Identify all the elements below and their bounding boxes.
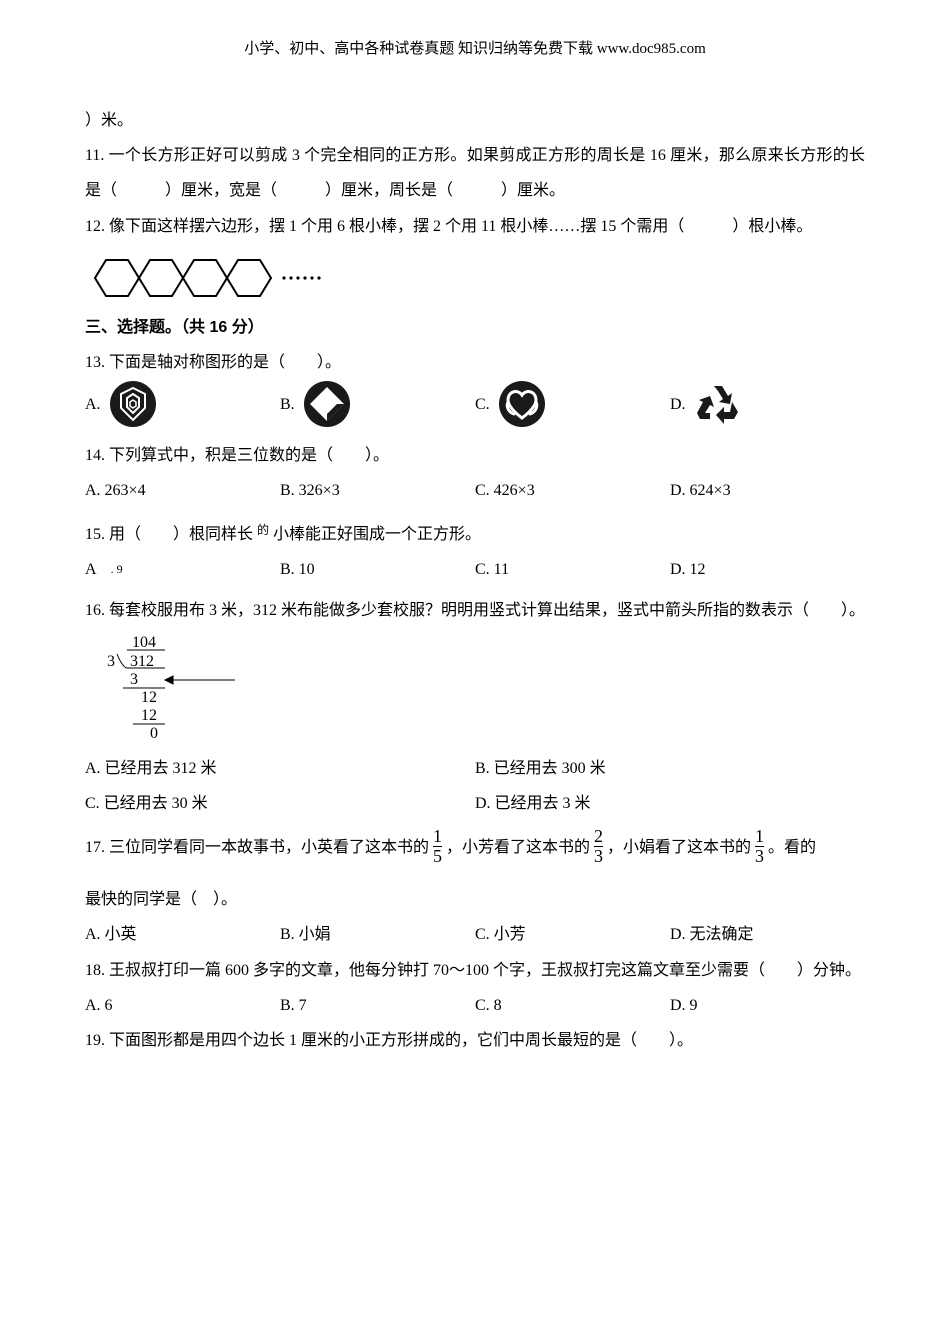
q16-opt-a: A. 已经用去 312 米 bbox=[85, 751, 475, 786]
quotient: 104 bbox=[132, 634, 156, 651]
q10-tail: ）米。 bbox=[85, 103, 865, 138]
opt-text: B. 7 bbox=[280, 988, 307, 1023]
recycle-icon bbox=[694, 380, 742, 428]
q17-opt-a: A. 小英 bbox=[85, 917, 280, 952]
q16-opt-c: C. 已经用去 30 米 bbox=[85, 786, 475, 821]
fraction-1-5: 15 bbox=[433, 827, 442, 866]
opt-text: D. 9 bbox=[670, 988, 698, 1023]
q13-opt-a: A. bbox=[85, 380, 280, 428]
opt-text: A bbox=[85, 552, 97, 587]
q13-stem: 13. 下面是轴对称图形的是（ ）。 bbox=[85, 345, 865, 380]
opt-text: D. 已经用去 3 米 bbox=[475, 795, 591, 812]
q18-opt-a: A. 6 bbox=[85, 988, 280, 1023]
q16-opt-b: B. 已经用去 300 米 bbox=[475, 751, 865, 786]
q15-opt-c: C. 11 bbox=[475, 552, 670, 587]
opt-text: C. 8 bbox=[475, 988, 502, 1023]
opt-text-sm: . 9 bbox=[111, 556, 123, 582]
q18-opt-c: C. 8 bbox=[475, 988, 670, 1023]
opt-text: D. 无法确定 bbox=[670, 917, 754, 952]
opt-text: C. 小芳 bbox=[475, 917, 526, 952]
q17-opt-b: B. 小娟 bbox=[280, 917, 475, 952]
num: 2 bbox=[594, 827, 603, 846]
num: 1 bbox=[755, 827, 764, 846]
q18-options: A. 6 B. 7 C. 8 D. 9 bbox=[85, 988, 865, 1023]
q17-opt-d: D. 无法确定 bbox=[670, 917, 865, 952]
r2: 0 bbox=[150, 725, 158, 742]
opt-text: D. 624×3 bbox=[670, 473, 731, 508]
opt-text: A. 263×4 bbox=[85, 473, 146, 508]
q19-stem: 19. 下面图形都是用四个边长 1 厘米的小正方形拼成的，它们中周长最短的是（ … bbox=[85, 1023, 865, 1058]
q15-options: A . 9 B. 10 C. 11 D. 12 bbox=[85, 552, 865, 587]
q17-stem: 17. 三位同学看同一本故事书，小英看了这本书的 15 ，小芳看了这本书的 23… bbox=[85, 829, 865, 868]
q17-tail: 最快的同学是（ ）。 bbox=[85, 882, 865, 917]
opt-label: B. bbox=[280, 387, 295, 422]
den: 3 bbox=[594, 846, 603, 866]
q18-stem: 18. 王叔叔打印一篇 600 多字的文章，他每分钟打 70～100 个字，王叔… bbox=[85, 953, 865, 988]
arrow-icon bbox=[165, 676, 235, 684]
diamond-notch-icon bbox=[303, 380, 351, 428]
q14-opt-c: C. 426×3 bbox=[475, 473, 670, 508]
q15-opt-b: B. 10 bbox=[280, 552, 475, 587]
q16-opt-d: D. 已经用去 3 米 bbox=[475, 786, 865, 821]
opt-text: C. 已经用去 30 米 bbox=[85, 795, 208, 812]
q14-opt-b: B. 326×3 bbox=[280, 473, 475, 508]
opt-text: A. 小英 bbox=[85, 917, 137, 952]
opt-text: B. 已经用去 300 米 bbox=[475, 760, 606, 777]
q11: 11. 一个长方形正好可以剪成 3 个完全相同的正方形。如果剪成正方形的周长是 … bbox=[85, 138, 865, 208]
q14-options: A. 263×4 B. 326×3 C. 426×3 D. 624×3 bbox=[85, 473, 865, 508]
q14-opt-a: A. 263×4 bbox=[85, 473, 280, 508]
q16-stem: 16. 每套校服用布 3 米，312 米布能做多少套校服？明明用竖式计算出结果，… bbox=[85, 593, 865, 628]
page-header: 小学、初中、高中各种试卷真题 知识归纳等免费下载 www.doc985.com bbox=[0, 0, 950, 58]
num: 1 bbox=[433, 827, 442, 846]
q13-options: A. B. C. D. bbox=[85, 380, 865, 428]
long-division: 104 3 312 3 12 12 0 bbox=[105, 632, 865, 747]
r1: 12 bbox=[141, 689, 157, 706]
logo-spiral-icon bbox=[109, 380, 157, 428]
text: ，小娟看了这本书的 bbox=[607, 840, 751, 857]
den: 3 bbox=[755, 846, 764, 866]
q12: 12. 像下面这样摆六边形，摆 1 个用 6 根小棒，摆 2 个用 11 根小棒… bbox=[85, 209, 865, 244]
dividend: 312 bbox=[130, 653, 154, 670]
q14-stem: 14. 下列算式中，积是三位数的是（ ）。 bbox=[85, 438, 865, 473]
opt-text: C. 11 bbox=[475, 552, 509, 587]
text: 15. 用（ ）根同样长 bbox=[85, 526, 253, 543]
text: 。看的 bbox=[768, 840, 816, 857]
opt-label: C. bbox=[475, 387, 490, 422]
fraction-2-3: 23 bbox=[594, 827, 603, 866]
opt-text: C. 426×3 bbox=[475, 473, 535, 508]
q17-options: A. 小英 B. 小娟 C. 小芳 D. 无法确定 bbox=[85, 917, 865, 952]
q18-opt-b: B. 7 bbox=[280, 988, 475, 1023]
opt-text: B. 326×3 bbox=[280, 473, 340, 508]
text: 小棒能正好围成一个正方形。 bbox=[273, 526, 481, 543]
q16-options: A. 已经用去 312 米 B. 已经用去 300 米 C. 已经用去 30 米… bbox=[85, 751, 865, 821]
opt-text: B. 小娟 bbox=[280, 917, 331, 952]
q13-opt-d: D. bbox=[670, 380, 865, 428]
q15-stem: 15. 用（ ）根同样长 的 小棒能正好围成一个正方形。 bbox=[85, 517, 865, 552]
divisor: 3 bbox=[107, 653, 115, 670]
text: 17. 三位同学看同一本故事书，小英看了这本书的 bbox=[85, 840, 429, 857]
fraction-1-3: 13 bbox=[755, 827, 764, 866]
q15-opt-a: A . 9 bbox=[85, 552, 280, 587]
q15-opt-d: D. 12 bbox=[670, 552, 865, 587]
text: ，小芳看了这本书的 bbox=[446, 840, 590, 857]
q13-opt-b: B. bbox=[280, 380, 475, 428]
opt-text: D. 12 bbox=[670, 552, 706, 587]
s1: 3 bbox=[130, 671, 138, 688]
den: 5 bbox=[433, 846, 442, 866]
q13-opt-c: C. bbox=[475, 380, 670, 428]
opt-text: A. 6 bbox=[85, 988, 113, 1023]
q14-opt-d: D. 624×3 bbox=[670, 473, 865, 508]
section-3-title: 三、选择题。（共 16 分） bbox=[85, 310, 865, 345]
opt-text: A. 已经用去 312 米 bbox=[85, 760, 217, 777]
opt-text: B. 10 bbox=[280, 552, 315, 587]
heart-hands-icon bbox=[498, 380, 546, 428]
opt-label: D. bbox=[670, 387, 686, 422]
opt-label: A. bbox=[85, 387, 101, 422]
text-small: 的 bbox=[257, 523, 269, 537]
s2: 12 bbox=[141, 707, 157, 724]
hexagon-row bbox=[93, 252, 865, 304]
q18-opt-d: D. 9 bbox=[670, 988, 865, 1023]
q17-opt-c: C. 小芳 bbox=[475, 917, 670, 952]
content: ）米。 11. 一个长方形正好可以剪成 3 个完全相同的正方形。如果剪成正方形的… bbox=[0, 58, 950, 1058]
